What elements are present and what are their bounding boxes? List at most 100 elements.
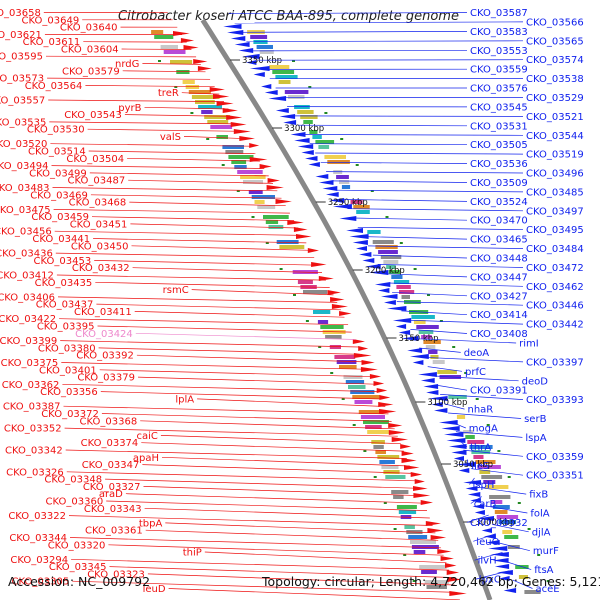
gene-label[interactable]: djlA bbox=[532, 527, 551, 538]
gene-label[interactable]: CKO_03494 bbox=[0, 161, 49, 172]
gene-label[interactable]: CKO_03422 bbox=[0, 314, 56, 325]
gene-label[interactable]: CKO_03504 bbox=[66, 154, 124, 165]
gene-label[interactable]: CKO_03447 bbox=[470, 272, 528, 283]
gene-label[interactable]: CKO_03395 bbox=[37, 322, 95, 333]
gene-label[interactable]: lpxC bbox=[479, 575, 501, 586]
gene-label[interactable]: CKO_03456 bbox=[0, 227, 52, 238]
gene-label[interactable]: CKO_03545 bbox=[470, 102, 528, 113]
gene-label[interactable]: CKO_03374 bbox=[81, 438, 139, 449]
gene-label[interactable]: CKO_03520 bbox=[0, 139, 47, 150]
gene-label[interactable]: CKO_03465 bbox=[470, 235, 528, 246]
gene-label[interactable]: CKO_03448 bbox=[470, 254, 528, 265]
gene-label[interactable]: CKO_03437 bbox=[36, 300, 94, 311]
gene-label[interactable]: CKO_03487 bbox=[68, 176, 126, 187]
gene-label[interactable]: CKO_03379 bbox=[77, 373, 135, 384]
gene-label[interactable]: CKO_03573 bbox=[0, 74, 44, 85]
gene-label[interactable]: mogA bbox=[469, 424, 498, 435]
gene-label[interactable]: CKO_03469 bbox=[30, 190, 88, 201]
gene-label[interactable]: CKO_03470 bbox=[470, 216, 528, 227]
gene-label[interactable]: CKO_03320 bbox=[48, 540, 106, 551]
gene-label[interactable]: CKO_03393 bbox=[526, 395, 584, 406]
gene-label[interactable]: CKO_03483 bbox=[0, 183, 50, 194]
gene-label[interactable]: leuD bbox=[143, 584, 166, 595]
gene-label[interactable]: CKO_03535 bbox=[0, 117, 46, 128]
gene-label[interactable]: CKO_03406 bbox=[0, 292, 55, 303]
gene-label[interactable]: CKO_03484 bbox=[526, 244, 584, 255]
gene-label[interactable]: CKO_03514 bbox=[28, 147, 86, 158]
gene-label[interactable]: CKO_03495 bbox=[526, 225, 584, 236]
gene-label[interactable]: CKO_03564 bbox=[25, 81, 83, 92]
gene-label[interactable]: CKO_03372 bbox=[41, 409, 99, 420]
gene-label[interactable]: CKO_03322 bbox=[8, 511, 66, 522]
gene-label[interactable]: ileS bbox=[471, 461, 489, 472]
gene-label[interactable]: CKO_03505 bbox=[470, 140, 528, 151]
gene-label[interactable]: CKO_03412 bbox=[0, 271, 54, 282]
gene-label[interactable]: CKO_03566 bbox=[526, 17, 584, 28]
gene-label[interactable]: CKO_03450 bbox=[71, 241, 129, 252]
gene-label[interactable]: CKO_03485 bbox=[526, 187, 584, 198]
gene-label[interactable]: CKO_03347 bbox=[82, 460, 140, 471]
gene-label[interactable]: CKO_03459 bbox=[31, 212, 89, 223]
gene-label[interactable]: CKO_03544 bbox=[526, 131, 584, 142]
gene-label[interactable]: CKO_03519 bbox=[526, 150, 584, 161]
gene-label[interactable]: CKO_03342 bbox=[5, 446, 63, 457]
gene-label[interactable]: ftsA bbox=[534, 565, 553, 576]
gene-label[interactable]: CKO_03348 bbox=[44, 475, 102, 486]
gene-label[interactable]: leuO bbox=[476, 537, 499, 548]
gene-label[interactable]: CKO_03658 bbox=[0, 8, 41, 19]
gene-label[interactable]: CKO_03640 bbox=[60, 23, 118, 34]
gene-label[interactable]: aceE bbox=[536, 584, 560, 595]
gene-label[interactable]: CKO_03472 bbox=[526, 263, 584, 274]
gene-label[interactable]: nrdG bbox=[115, 59, 139, 70]
gene-label[interactable]: CKO_03451 bbox=[70, 219, 128, 230]
gene-label[interactable]: CKO_03559 bbox=[470, 65, 528, 76]
gene-label[interactable]: CKO_03332 bbox=[470, 518, 528, 529]
gene-label[interactable]: CKO_03497 bbox=[526, 206, 584, 217]
gene-label[interactable]: CKO_03529 bbox=[526, 93, 584, 104]
gene-label[interactable]: CKO_03530 bbox=[27, 125, 85, 136]
gene-label[interactable]: CKO_03401 bbox=[39, 365, 97, 376]
gene-label[interactable]: caiC bbox=[137, 431, 158, 442]
gene-label[interactable]: CKO_03399 bbox=[0, 336, 57, 347]
gene-label[interactable]: thiP bbox=[183, 548, 202, 559]
gene-label[interactable]: CKO_03323 bbox=[87, 569, 145, 580]
gene-label[interactable]: valS bbox=[160, 132, 181, 143]
gene-label[interactable]: CKO_03531 bbox=[470, 121, 528, 132]
gene-label[interactable]: CKO_03327 bbox=[83, 482, 141, 493]
gene-label[interactable]: fixB bbox=[529, 490, 548, 501]
gene-label[interactable]: carB bbox=[474, 499, 497, 510]
gene-label[interactable]: CKO_03343 bbox=[84, 504, 142, 515]
gene-label[interactable]: CKO_03427 bbox=[470, 291, 528, 302]
gene-label[interactable]: deoA bbox=[464, 348, 490, 359]
gene-label[interactable]: lplA bbox=[175, 394, 194, 405]
gene-label[interactable]: rsmC bbox=[163, 285, 189, 296]
gene-label[interactable]: CKO_03611 bbox=[23, 37, 81, 48]
gene-label[interactable]: CKO_03576 bbox=[470, 84, 528, 95]
gene-label[interactable]: CKO_03360 bbox=[46, 497, 104, 508]
gene-label[interactable]: rimI bbox=[519, 339, 539, 350]
gene-label[interactable]: CKO_03604 bbox=[61, 45, 119, 56]
gene-label[interactable]: CKO_03553 bbox=[470, 46, 528, 57]
gene-label[interactable]: CKO_03446 bbox=[526, 301, 584, 312]
gene-label[interactable]: CKO_03359 bbox=[526, 452, 584, 463]
gene-label[interactable]: CKO_03587 bbox=[470, 8, 528, 19]
gene-label[interactable]: CKO_03453 bbox=[34, 256, 92, 267]
gene-label[interactable]: CKO_03432 bbox=[72, 263, 130, 274]
gene-label[interactable]: CKO_03499 bbox=[29, 168, 87, 179]
gene-label[interactable]: CKO_03424 bbox=[75, 329, 133, 340]
gene-label[interactable]: deoD bbox=[522, 376, 549, 387]
gene-label[interactable]: CKO_03391 bbox=[470, 386, 528, 397]
gene-label[interactable]: CKO_03583 bbox=[470, 27, 528, 38]
gene-label[interactable]: CKO_03496 bbox=[526, 169, 584, 180]
gene-label[interactable]: CKO_03305 bbox=[12, 577, 70, 588]
gene-label[interactable]: CKO_03435 bbox=[35, 278, 93, 289]
gene-label[interactable]: lspA bbox=[525, 433, 546, 444]
gene-label[interactable]: CKO_03475 bbox=[0, 205, 51, 216]
gene-label[interactable]: CKO_03557 bbox=[0, 96, 45, 107]
gene-label[interactable]: CKO_03344 bbox=[9, 533, 67, 544]
gene-label[interactable]: CKO_03414 bbox=[470, 310, 528, 321]
gene-label[interactable]: CKO_03509 bbox=[470, 178, 528, 189]
gene-label[interactable]: CKO_03411 bbox=[74, 307, 132, 318]
gene-label[interactable]: CKO_03392 bbox=[76, 351, 134, 362]
gene-label[interactable]: CKO_03345 bbox=[49, 562, 107, 573]
